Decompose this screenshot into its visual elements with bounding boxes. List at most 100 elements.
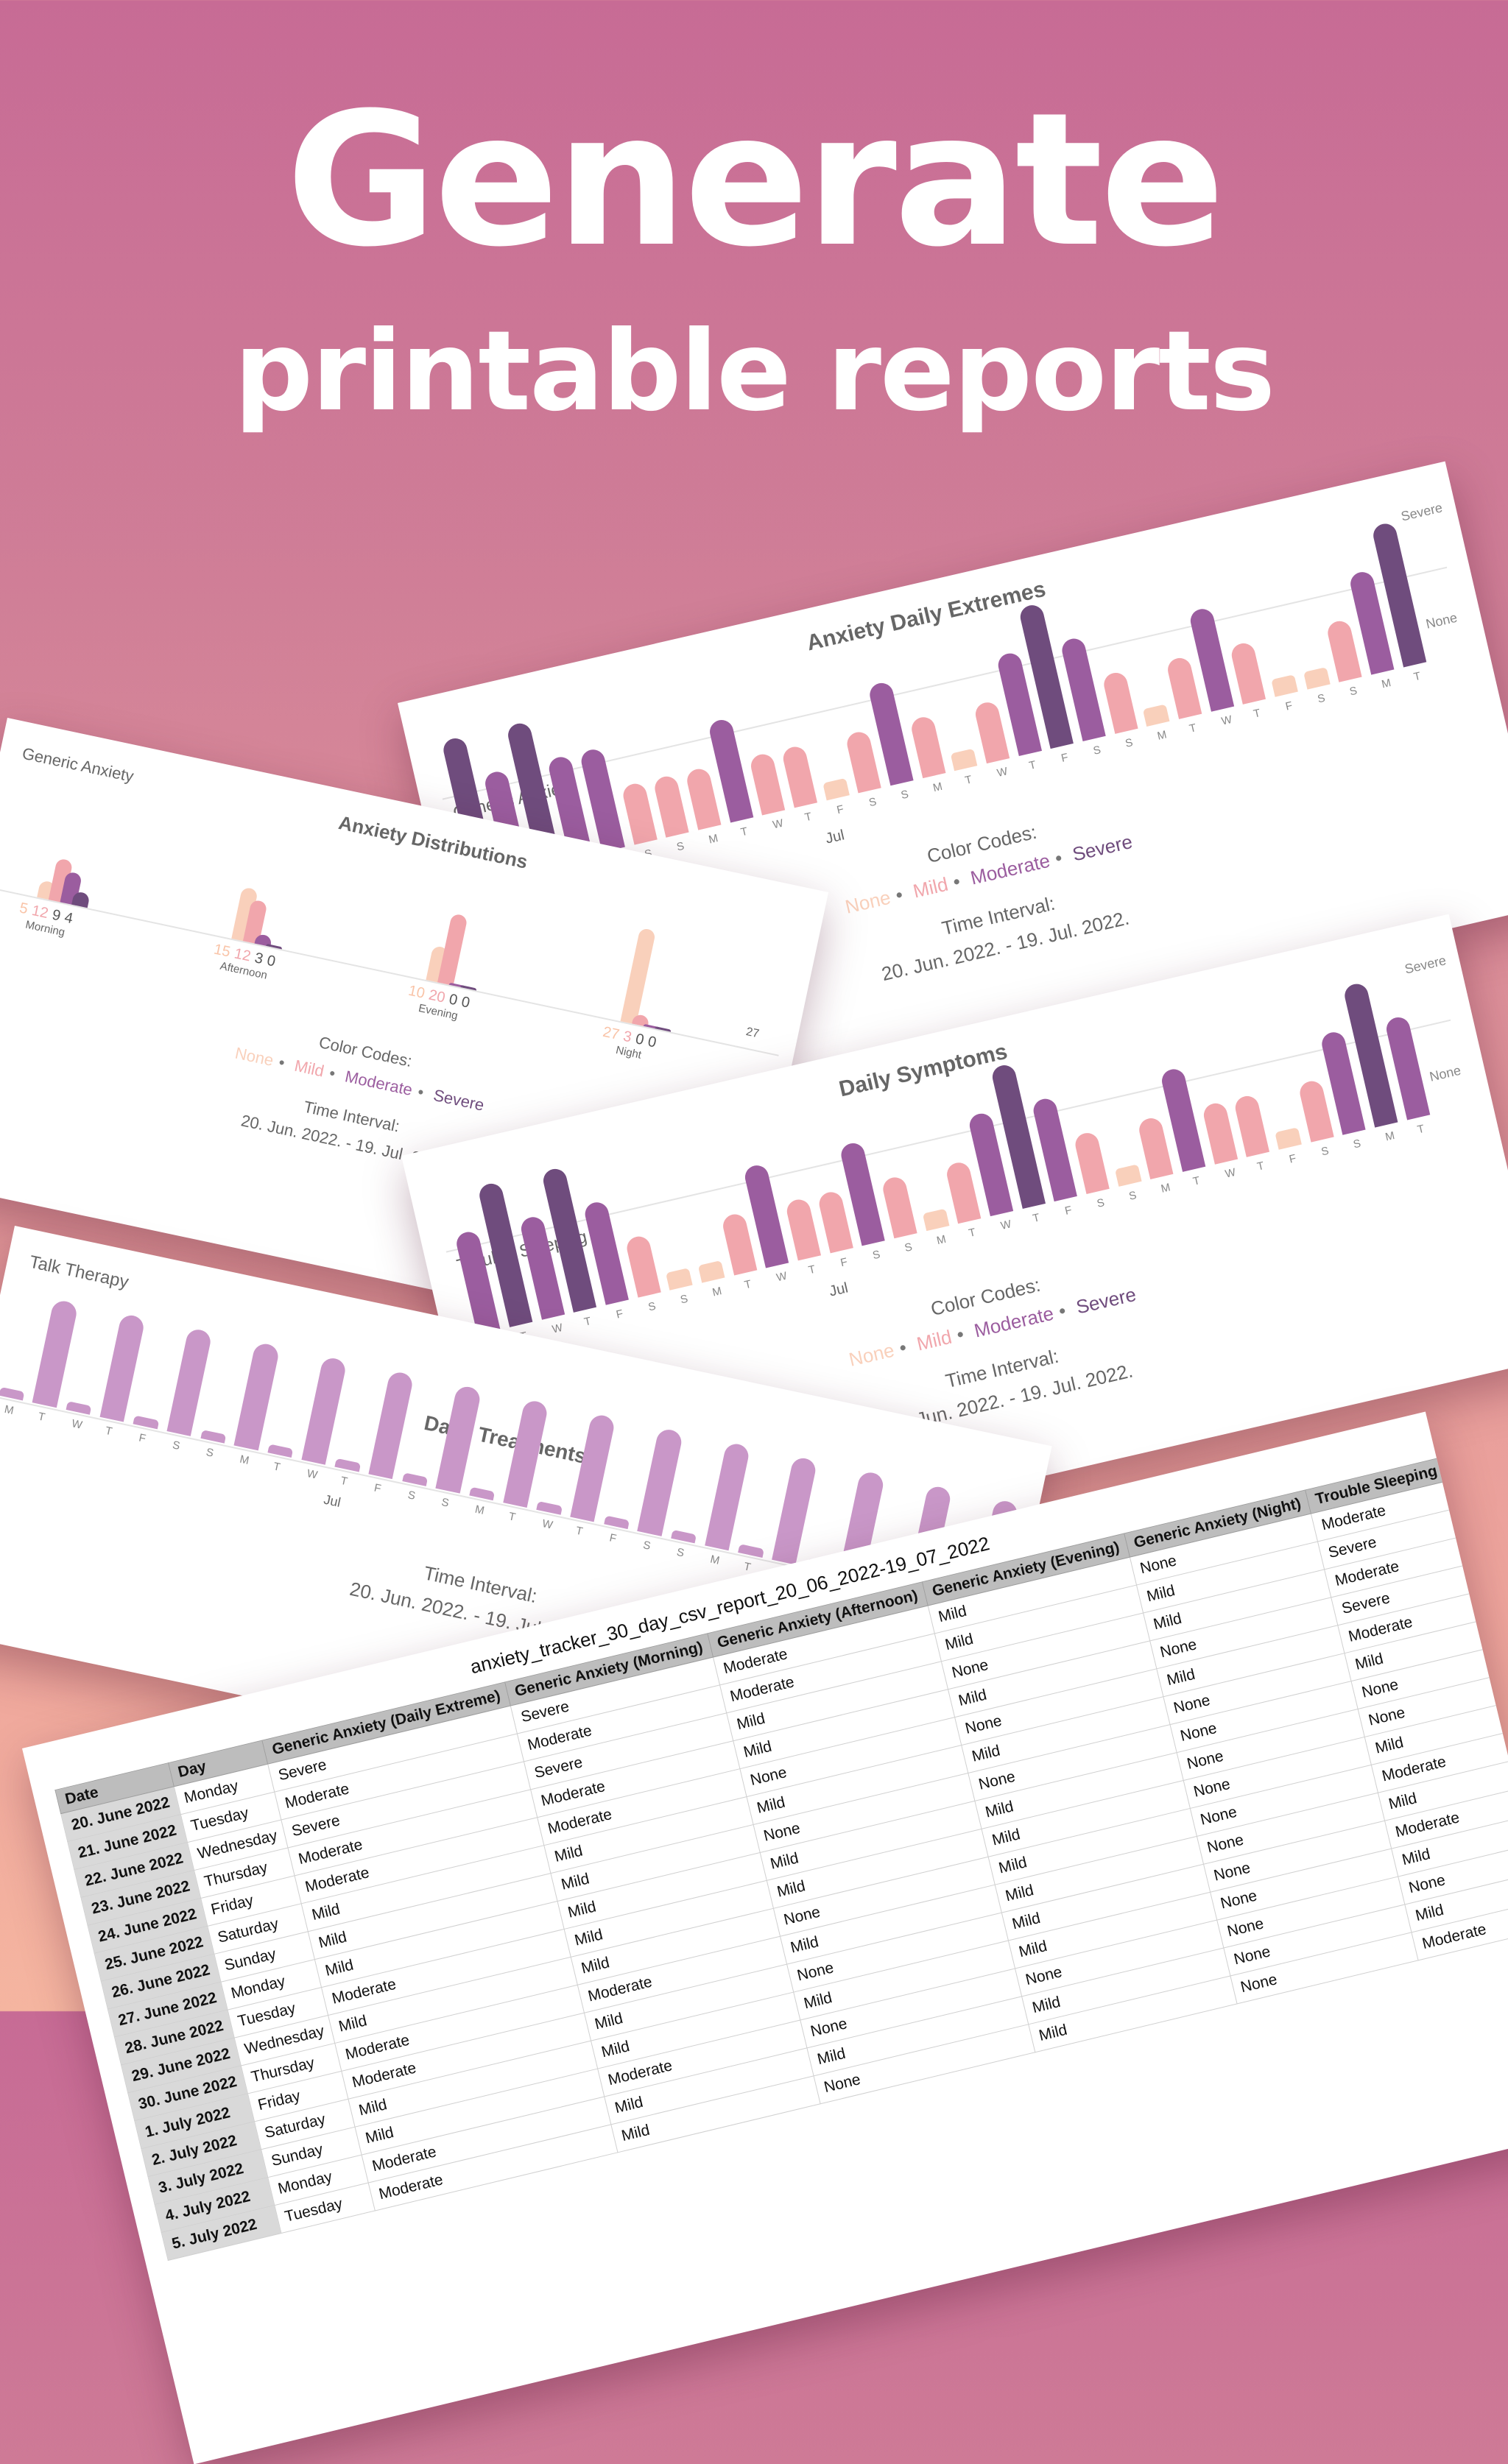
day-label: S xyxy=(675,840,686,854)
bar-12 xyxy=(368,1370,415,1479)
bar-15 xyxy=(922,1209,949,1232)
headline-generate: Generate xyxy=(0,88,1508,272)
day-label: W xyxy=(306,1467,318,1482)
month-label: Jul xyxy=(828,1279,850,1300)
bar-25 xyxy=(1230,640,1266,704)
day-label: F xyxy=(836,803,845,817)
count-value: 12 xyxy=(30,903,49,922)
legend-severe: Severe xyxy=(1074,1283,1138,1319)
day-label: M xyxy=(3,1403,15,1417)
bar-22 xyxy=(1137,1115,1174,1179)
day-label: S xyxy=(1096,1196,1106,1210)
bar-9 xyxy=(720,1212,757,1275)
bar-27 xyxy=(1297,1079,1334,1142)
day-label: M xyxy=(709,1553,721,1567)
day-label: T xyxy=(104,1425,113,1438)
day-label: T xyxy=(1252,707,1262,721)
count-value: 3 xyxy=(253,950,264,967)
bar-4 xyxy=(99,1313,146,1422)
bar-26 xyxy=(1275,1127,1302,1150)
top-level-label: Severe xyxy=(1400,500,1444,524)
count-value: 10 xyxy=(407,983,426,1002)
bar-17 xyxy=(973,700,1010,763)
day-label: T xyxy=(272,1460,282,1474)
count-value: 0 xyxy=(646,1034,658,1051)
day-label: T xyxy=(807,1263,817,1277)
legend-severe: Severe xyxy=(431,1086,485,1115)
day-label: S xyxy=(205,1446,214,1460)
column-header: Talk Therapy xyxy=(1442,1432,1508,1481)
bar-16 xyxy=(503,1399,549,1508)
day-label: T xyxy=(739,825,749,839)
chart-subtitle: Generic Anxiety xyxy=(21,744,135,786)
day-label: W xyxy=(541,1517,554,1532)
day-label: F xyxy=(373,1481,383,1495)
day-label: F xyxy=(138,1432,147,1446)
day-label: M xyxy=(1156,728,1168,742)
bar-16 xyxy=(951,749,978,772)
legend-severe: Severe xyxy=(1071,830,1135,866)
bar-11 xyxy=(781,744,817,808)
legend-none: None xyxy=(843,886,892,918)
day-label: W xyxy=(775,1270,789,1285)
bar-14 xyxy=(881,1175,917,1238)
count-value: 15 xyxy=(213,941,232,960)
day-label: S xyxy=(647,1300,658,1314)
day-label: T xyxy=(507,1510,517,1524)
day-label: S xyxy=(1348,685,1359,699)
day-label: S xyxy=(440,1496,450,1510)
day-label: T xyxy=(968,1226,977,1240)
day-label: S xyxy=(642,1539,652,1553)
day-label: T xyxy=(37,1410,46,1424)
day-label: W xyxy=(71,1417,83,1432)
day-label: F xyxy=(608,1531,618,1545)
day-label: T xyxy=(583,1315,593,1329)
table-cell: YES xyxy=(1481,1595,1508,1648)
bar-area: MTWTFSSMTWTFSSMTWTFSSMTWTFSSMT xyxy=(436,518,1431,883)
bar-12 xyxy=(822,778,850,801)
day-label: T xyxy=(1188,721,1198,735)
table-cell: YES xyxy=(1494,1651,1508,1704)
day-label: W xyxy=(1224,1166,1237,1181)
day-label: M xyxy=(708,832,719,846)
day-label: F xyxy=(1288,1152,1297,1166)
bar-8 xyxy=(698,1260,725,1283)
table-cell: NO xyxy=(1448,1455,1508,1509)
day-label: S xyxy=(675,1546,685,1560)
day-label: M xyxy=(239,1453,250,1467)
day-label: S xyxy=(1320,1145,1331,1159)
day-label: S xyxy=(867,795,878,809)
bar-13 xyxy=(845,730,882,793)
day-label: S xyxy=(903,1240,914,1254)
day-label: W xyxy=(1000,1218,1013,1232)
bar-21 xyxy=(1102,670,1138,733)
day-label: T xyxy=(1416,1123,1426,1137)
table-cell: NO xyxy=(1461,1511,1508,1565)
day-label: T xyxy=(1192,1174,1202,1188)
day-label: F xyxy=(1284,699,1294,713)
bar-8 xyxy=(685,766,722,830)
day-label: M xyxy=(711,1285,723,1299)
count-value: 27 xyxy=(602,1024,621,1043)
bar-20 xyxy=(1073,1131,1110,1194)
bar-7 xyxy=(652,774,689,837)
bar-11 xyxy=(784,1197,821,1260)
bar-21 xyxy=(1115,1164,1142,1187)
day-label: T xyxy=(743,1560,753,1574)
bar-14 xyxy=(436,1384,482,1493)
bottom-level-label: None xyxy=(1424,610,1459,632)
bar-6 xyxy=(621,781,658,844)
bar-23 xyxy=(1166,655,1202,719)
day-label: T xyxy=(1412,670,1422,684)
day-label: S xyxy=(172,1438,181,1452)
legend-mild: Mild xyxy=(915,1326,954,1355)
table-cell: YES xyxy=(1468,1539,1508,1593)
day-label: S xyxy=(900,788,910,802)
bar-22 xyxy=(1143,704,1170,727)
day-label: M xyxy=(1381,677,1392,691)
day-label: T xyxy=(964,773,973,787)
day-label: S xyxy=(406,1489,416,1503)
top-level-label: Severe xyxy=(1403,953,1448,977)
